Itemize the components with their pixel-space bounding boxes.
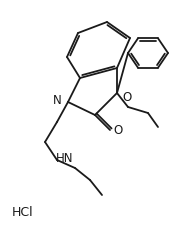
Text: HCl: HCl	[12, 205, 34, 218]
Text: N: N	[53, 94, 62, 108]
Text: O: O	[113, 124, 122, 137]
Text: O: O	[122, 91, 132, 104]
Text: HN: HN	[55, 152, 73, 165]
